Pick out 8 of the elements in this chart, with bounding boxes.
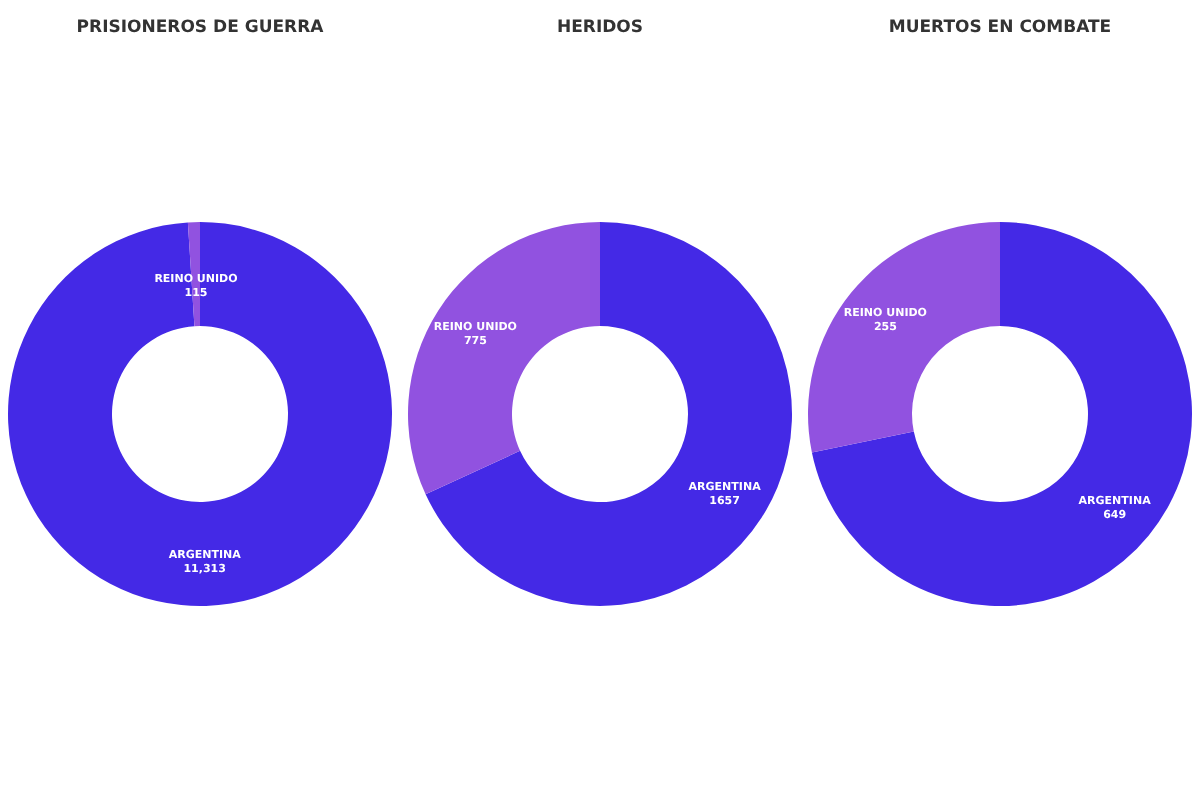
- chart-title: PRISIONEROS DE GUERRA: [76, 18, 325, 38]
- chart-title: MUERTOS EN COMBATE: [888, 18, 1112, 38]
- donut-slice: [425, 222, 792, 606]
- donut-slice: [408, 222, 600, 495]
- donut-slice: [808, 222, 1000, 453]
- chart-title: HERIDOS: [556, 18, 644, 38]
- donut-slice: [811, 222, 1192, 606]
- donut-slice: [8, 222, 392, 606]
